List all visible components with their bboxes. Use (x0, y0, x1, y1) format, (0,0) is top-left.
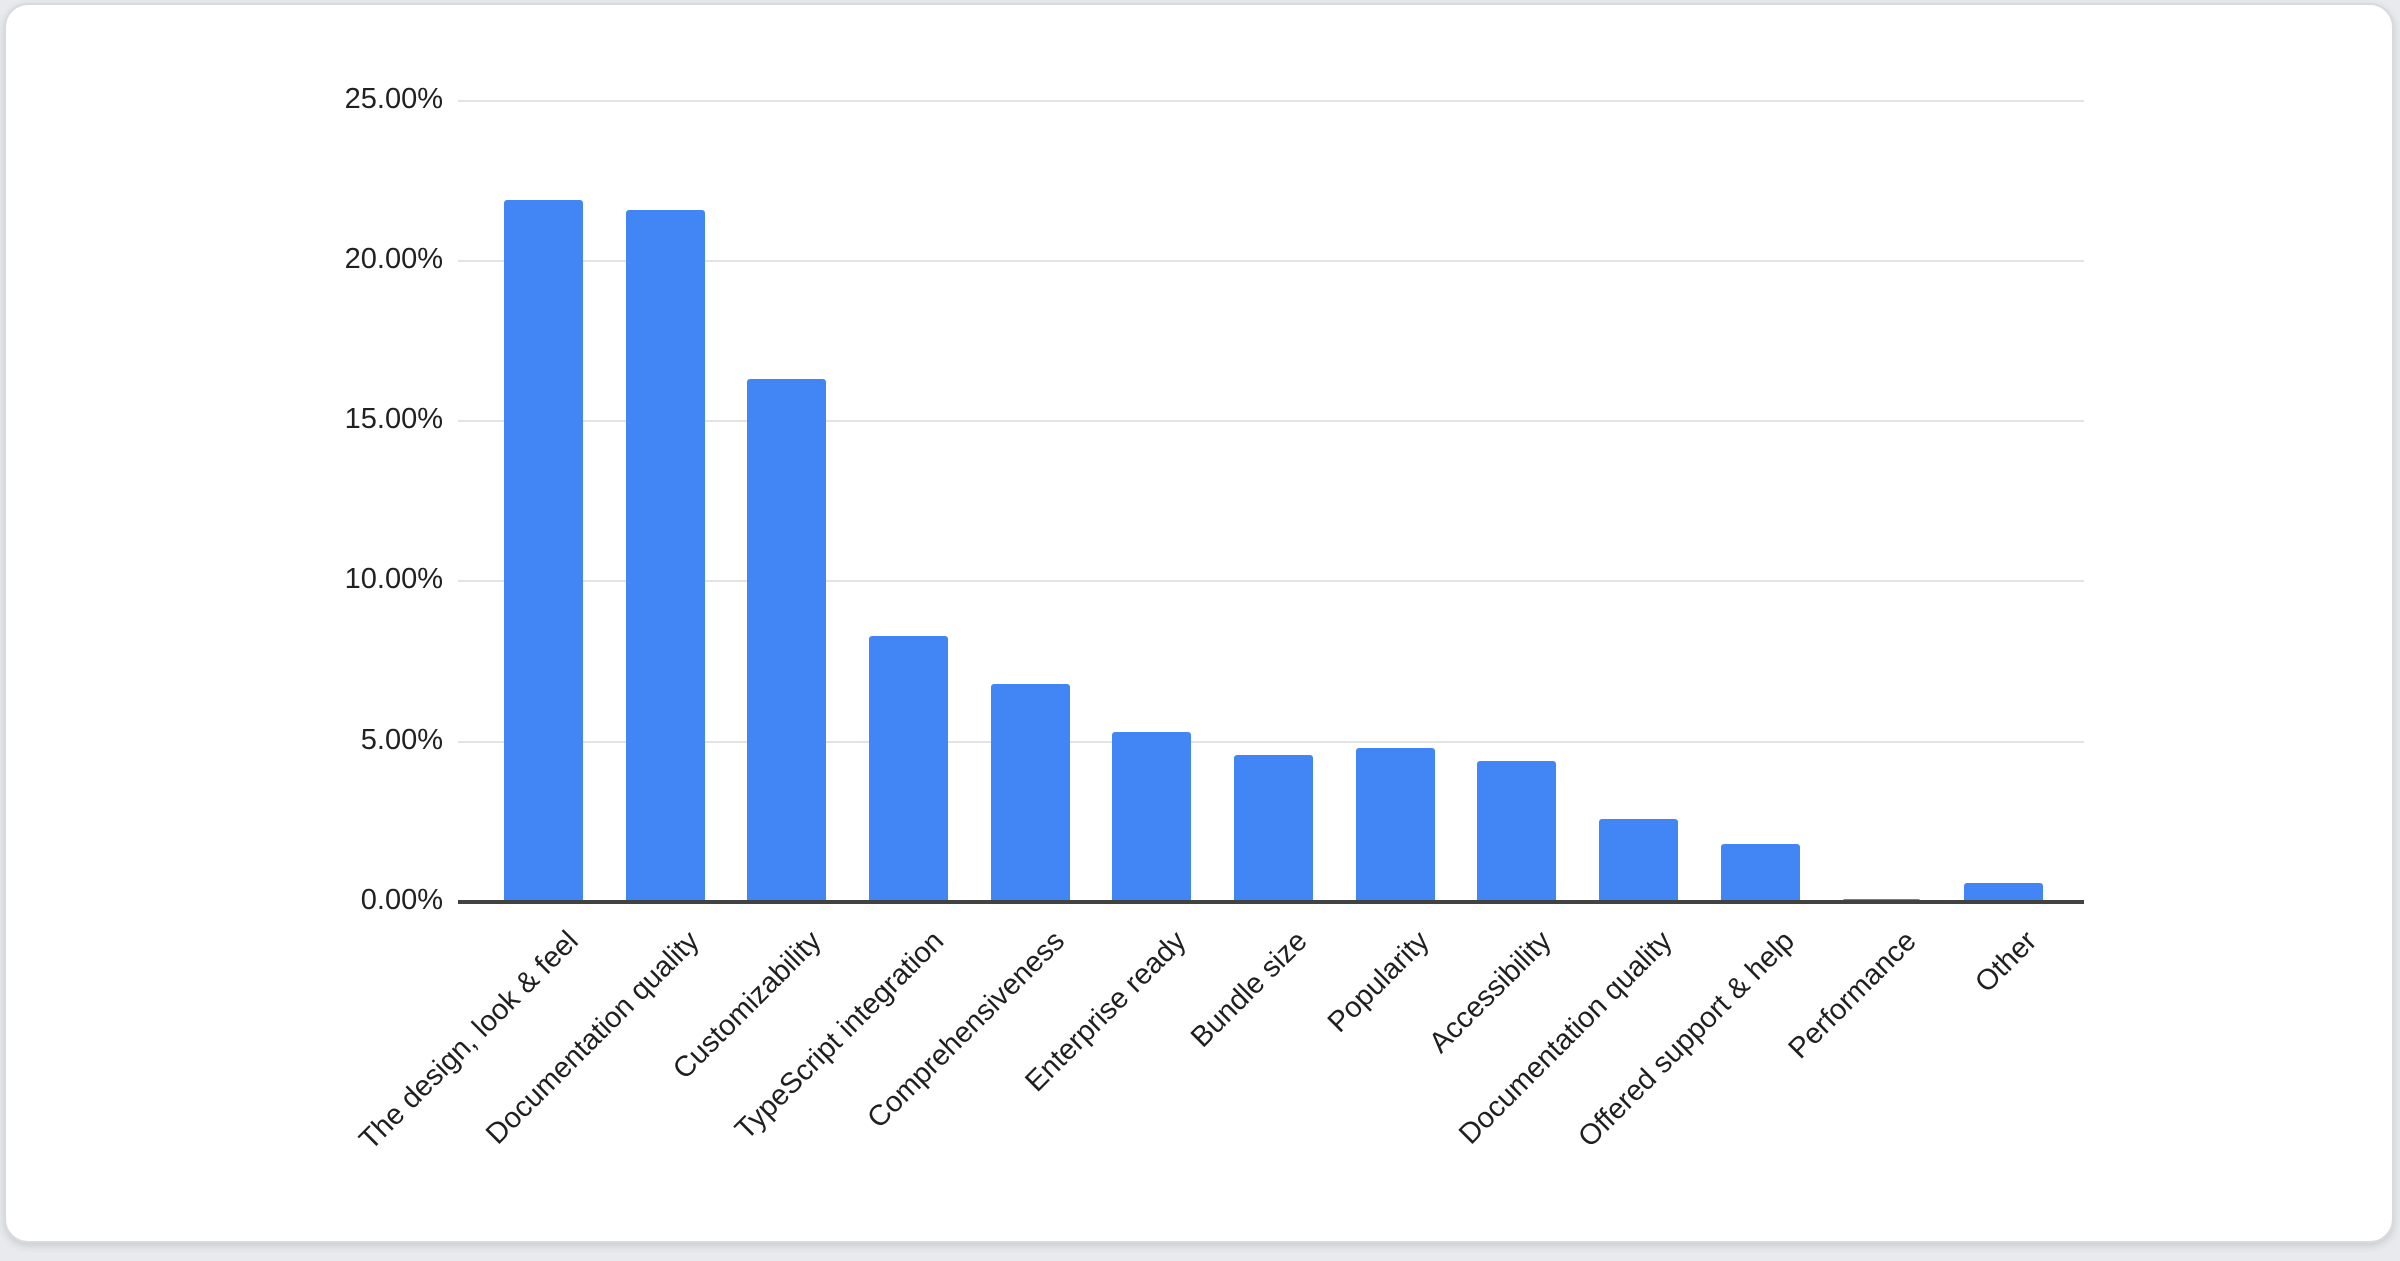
x-axis-label: Comprehensiveness (861, 925, 1071, 1135)
y-axis-tick-label: 15.00% (344, 403, 443, 436)
chart-bar[interactable] (1356, 748, 1435, 902)
gridline (458, 580, 2084, 582)
x-axis-label: Offered support & help (1572, 925, 1801, 1154)
x-axis-label: TypeScript integration (728, 925, 950, 1146)
chart-bar[interactable] (1112, 732, 1191, 902)
x-axis-label: Documentation quality (1453, 925, 1679, 1151)
gridline (458, 420, 2084, 422)
chart-bar[interactable] (504, 200, 583, 902)
chart-card: 25.00% 20.00% 15.00% 10.00% 5.00% 0.00% The de… (4, 3, 2394, 1243)
x-axis-label: The design, look & feel (353, 925, 585, 1157)
gridline (458, 741, 2084, 743)
x-axis-label: Documentation quality (480, 925, 706, 1151)
chart-bar[interactable] (1964, 883, 2043, 902)
x-axis-label: Other (1969, 925, 2044, 999)
x-axis-label: Accessibility (1423, 925, 1558, 1060)
y-axis-tick-label: 20.00% (344, 243, 443, 276)
y-axis-tick-label: 0.00% (360, 884, 443, 917)
chart-bar[interactable] (1721, 844, 1800, 902)
bar-chart: 25.00% 20.00% 15.00% 10.00% 5.00% 0.00% The de… (6, 5, 2400, 1261)
x-axis-label: Popularity (1321, 925, 1436, 1039)
y-axis-tick-label: 10.00% (344, 563, 443, 596)
chart-bar[interactable] (991, 684, 1070, 902)
gridline (458, 260, 2084, 262)
y-axis-tick-label: 5.00% (360, 724, 443, 757)
x-axis-baseline (458, 900, 2084, 904)
chart-bar[interactable] (626, 210, 705, 902)
y-axis-tick-label: 25.00% (344, 83, 443, 116)
chart-bar[interactable] (747, 379, 826, 902)
chart-bar[interactable] (1477, 761, 1556, 902)
x-axis-label: Bundle size (1184, 925, 1314, 1054)
chart-bar[interactable] (869, 636, 948, 902)
chart-bar[interactable] (1599, 819, 1678, 902)
chart-bar[interactable] (1234, 755, 1313, 902)
gridline (458, 100, 2084, 102)
x-axis-label: Performance (1782, 925, 1923, 1066)
